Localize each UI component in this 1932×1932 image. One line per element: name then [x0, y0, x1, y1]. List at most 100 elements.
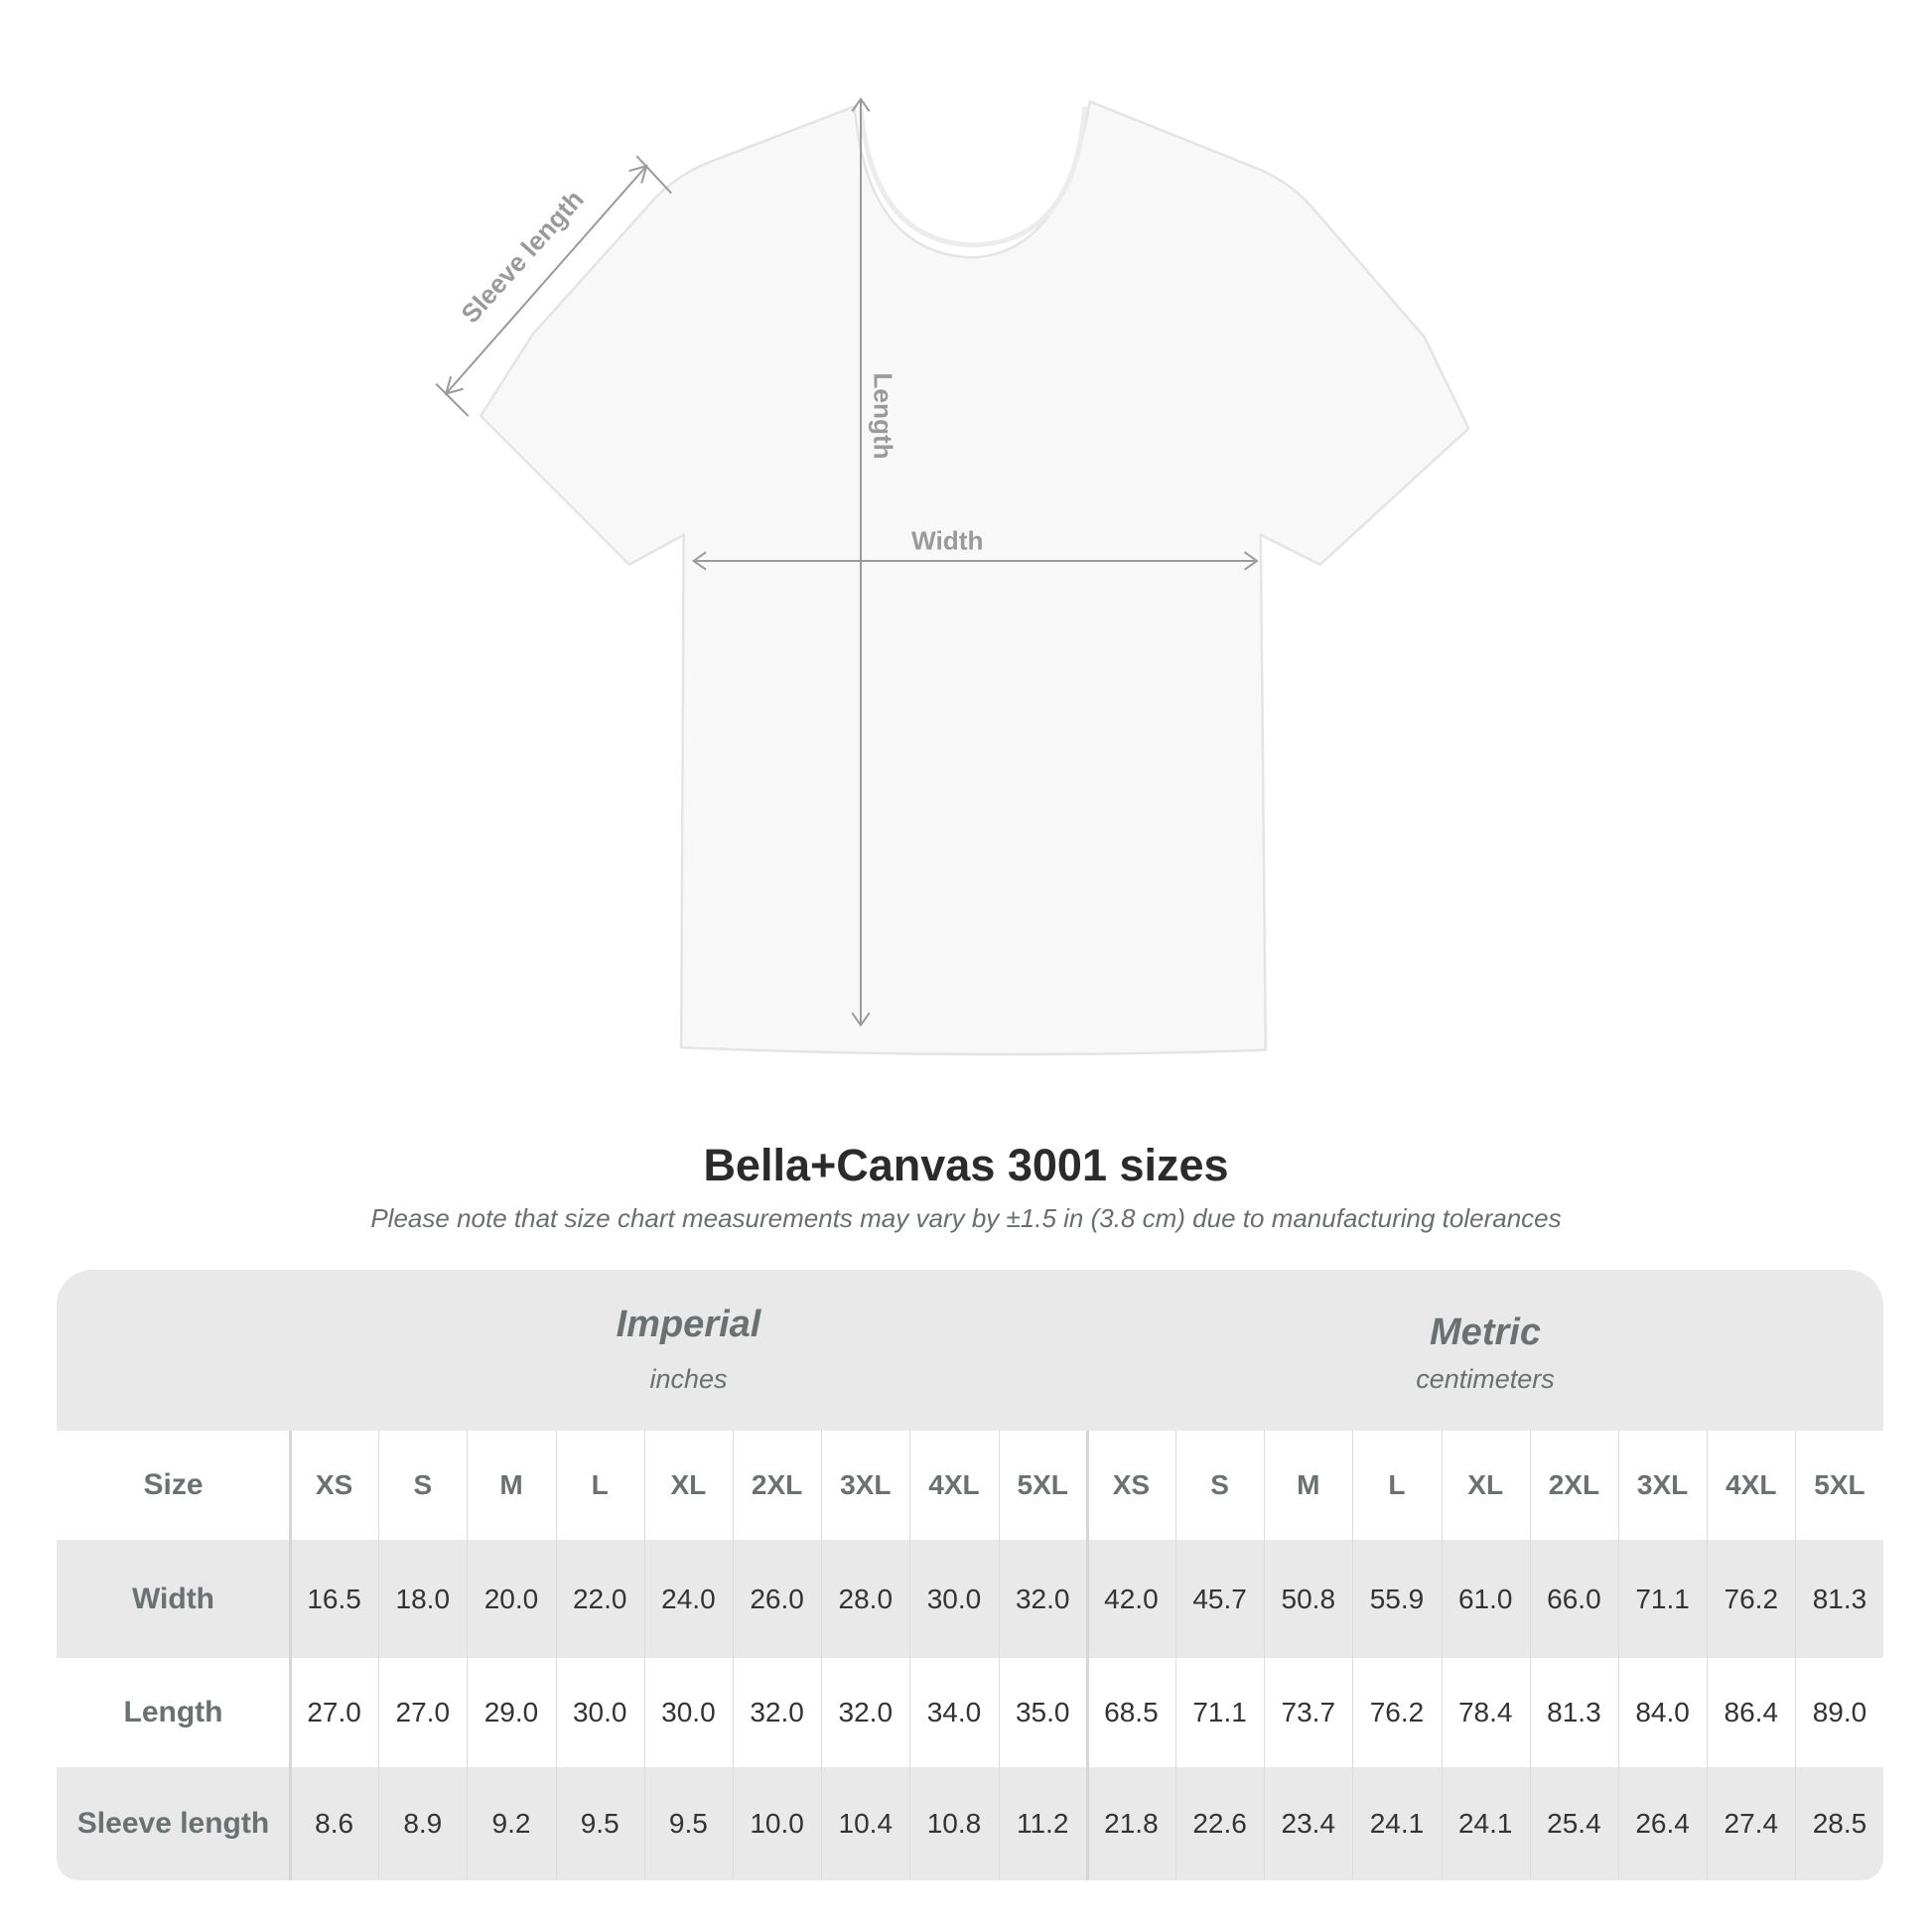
metric-value-cell: 24.1: [1369, 1808, 1425, 1839]
column-divider: [1264, 1431, 1266, 1880]
metric-value-cell: 66.0: [1547, 1583, 1601, 1614]
metric-size-header: XL: [1467, 1469, 1504, 1500]
metric-value-cell: 61.0: [1457, 1583, 1513, 1614]
imperial-value-cell: 10.8: [926, 1808, 982, 1839]
metric-value-cell: 76.2: [1369, 1697, 1425, 1727]
imperial-value-cell: 30.0: [572, 1697, 627, 1727]
metric-size-header: 5XL: [1814, 1469, 1865, 1500]
width-label: Width: [911, 526, 983, 556]
metric-value-cell: 25.4: [1547, 1808, 1601, 1839]
imperial-value-cell: 9.2: [491, 1808, 531, 1839]
width-measure-line: [691, 551, 1259, 571]
metric-group-header: Metric centimeters: [1087, 1311, 1883, 1395]
imperial-value-cell: 27.0: [307, 1697, 361, 1727]
imperial-value-cell: 20.0: [483, 1583, 539, 1614]
row-label: Length: [123, 1696, 223, 1728]
length-measure-line: [851, 97, 871, 1028]
imperial-value-cell: 16.5: [307, 1583, 361, 1614]
tshirt-measurement-diagram: Sleeve length Length Width: [435, 97, 1470, 1056]
imperial-value-cell: 24.0: [661, 1583, 716, 1614]
imperial-value-cell: 9.5: [668, 1808, 708, 1839]
page-title: Bella+Canvas 3001 sizes: [703, 1140, 1229, 1190]
metric-size-header: 4XL: [1725, 1469, 1777, 1500]
imperial-value-cell: 35.0: [1015, 1697, 1070, 1727]
imperial-value-cell: 22.0: [572, 1583, 627, 1614]
imperial-value-cell: 32.0: [838, 1697, 894, 1727]
row-label: Sleeve length: [76, 1807, 270, 1840]
metric-value-cell: 68.5: [1104, 1697, 1159, 1727]
imperial-value-cell: 29.0: [483, 1697, 539, 1727]
imperial-value-cell: 27.0: [395, 1697, 451, 1727]
column-divider: [1707, 1431, 1709, 1880]
size-header: Size: [143, 1468, 204, 1501]
metric-value-cell: 27.4: [1724, 1808, 1779, 1839]
metric-value-cell: 28.5: [1812, 1808, 1867, 1839]
metric-value-cell: 81.3: [1547, 1697, 1601, 1727]
metric-value-cell: 89.0: [1812, 1697, 1867, 1727]
column-divider: [733, 1431, 734, 1880]
metric-value-cell: 55.9: [1369, 1583, 1425, 1614]
imperial-size-header: M: [499, 1469, 523, 1500]
imperial-size-header: XL: [670, 1469, 707, 1500]
metric-value-cell: 24.1: [1457, 1808, 1513, 1839]
imperial-value-cell: 34.0: [926, 1697, 982, 1727]
imperial-value-cell: 8.6: [315, 1808, 354, 1839]
imperial-value-cell: 9.5: [580, 1808, 620, 1839]
row-band-sleeve: [57, 1767, 1883, 1880]
metric-size-header: S: [1210, 1469, 1229, 1500]
metric-size-header: M: [1297, 1469, 1320, 1500]
column-divider: [555, 1431, 557, 1880]
metric-value-cell: 71.1: [1635, 1583, 1690, 1614]
metric-size-header: XS: [1112, 1469, 1151, 1500]
imperial-value-cell: 8.9: [403, 1808, 443, 1839]
column-divider: [1175, 1431, 1176, 1880]
imperial-size-header: 2XL: [751, 1469, 803, 1500]
imperial-size-header: XS: [315, 1469, 353, 1500]
column-divider: [1085, 1431, 1089, 1880]
size-table: Imperial inches Metric centimeters Size …: [57, 1270, 1883, 1880]
column-divider: [643, 1431, 645, 1880]
metric-value-cell: 50.8: [1281, 1583, 1336, 1614]
imperial-size-header: 3XL: [840, 1469, 892, 1500]
imperial-value-cell: 26.0: [750, 1583, 804, 1614]
column-divider: [1529, 1431, 1531, 1880]
metric-value-cell: 22.6: [1192, 1808, 1247, 1839]
metric-label: Metric: [1430, 1311, 1541, 1353]
metric-size-header: 3XL: [1636, 1469, 1689, 1500]
metric-value-cell: 76.2: [1724, 1583, 1779, 1614]
metric-size-header: L: [1388, 1469, 1406, 1500]
imperial-value-cell: 32.0: [750, 1697, 804, 1727]
imperial-value-cell: 10.4: [838, 1808, 894, 1839]
imperial-value-cell: 32.0: [1015, 1583, 1070, 1614]
metric-size-header: 2XL: [1548, 1469, 1600, 1500]
column-divider: [1618, 1431, 1619, 1880]
imperial-value-cell: 11.2: [1016, 1808, 1069, 1839]
metric-value-cell: 21.8: [1104, 1808, 1159, 1839]
column-divider: [998, 1431, 1000, 1880]
imperial-size-header: L: [591, 1469, 609, 1500]
metric-value-cell: 26.4: [1635, 1808, 1690, 1839]
metric-value-cell: 45.7: [1192, 1583, 1247, 1614]
tshirt-illustration: [479, 99, 1470, 1056]
metric-value-cell: 86.4: [1724, 1697, 1779, 1727]
imperial-value-cell: 30.0: [661, 1697, 716, 1727]
sleeve-measure-line: [435, 155, 672, 417]
imperial-size-header: 5XL: [1017, 1469, 1068, 1500]
row-band-width: [57, 1540, 1883, 1658]
metric-value-cell: 73.7: [1281, 1697, 1336, 1727]
imperial-value-cell: 28.0: [838, 1583, 894, 1614]
imperial-value-cell: 18.0: [395, 1583, 451, 1614]
column-divider: [1352, 1431, 1354, 1880]
length-label: Length: [869, 372, 898, 459]
metric-value-cell: 23.4: [1281, 1808, 1336, 1839]
column-divider: [467, 1431, 469, 1880]
column-divider: [1795, 1431, 1797, 1880]
metric-value-cell: 71.1: [1192, 1697, 1247, 1727]
metric-value-cell: 42.0: [1104, 1583, 1159, 1614]
column-divider: [1441, 1431, 1443, 1880]
imperial-value-cell: 10.0: [750, 1808, 804, 1839]
metric-value-cell: 84.0: [1635, 1697, 1690, 1727]
imperial-label: Imperial: [616, 1304, 761, 1345]
column-divider: [289, 1431, 292, 1880]
imperial-unit: inches: [649, 1364, 728, 1394]
